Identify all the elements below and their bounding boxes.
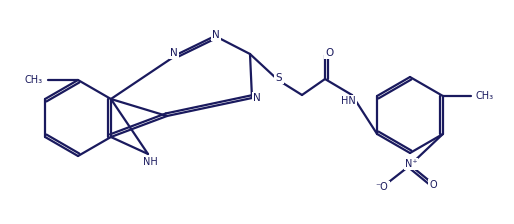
Text: O: O bbox=[325, 48, 333, 58]
Text: N⁺: N⁺ bbox=[405, 159, 417, 169]
Text: N: N bbox=[253, 93, 261, 103]
Text: HN: HN bbox=[341, 96, 355, 106]
Text: CH₃: CH₃ bbox=[476, 91, 494, 101]
Text: N: N bbox=[170, 48, 178, 58]
Text: S: S bbox=[276, 73, 282, 83]
Text: ⁻O: ⁻O bbox=[376, 182, 389, 192]
Text: N: N bbox=[212, 30, 220, 40]
Text: NH: NH bbox=[142, 157, 157, 167]
Text: O: O bbox=[429, 180, 437, 190]
Text: CH₃: CH₃ bbox=[25, 75, 43, 85]
